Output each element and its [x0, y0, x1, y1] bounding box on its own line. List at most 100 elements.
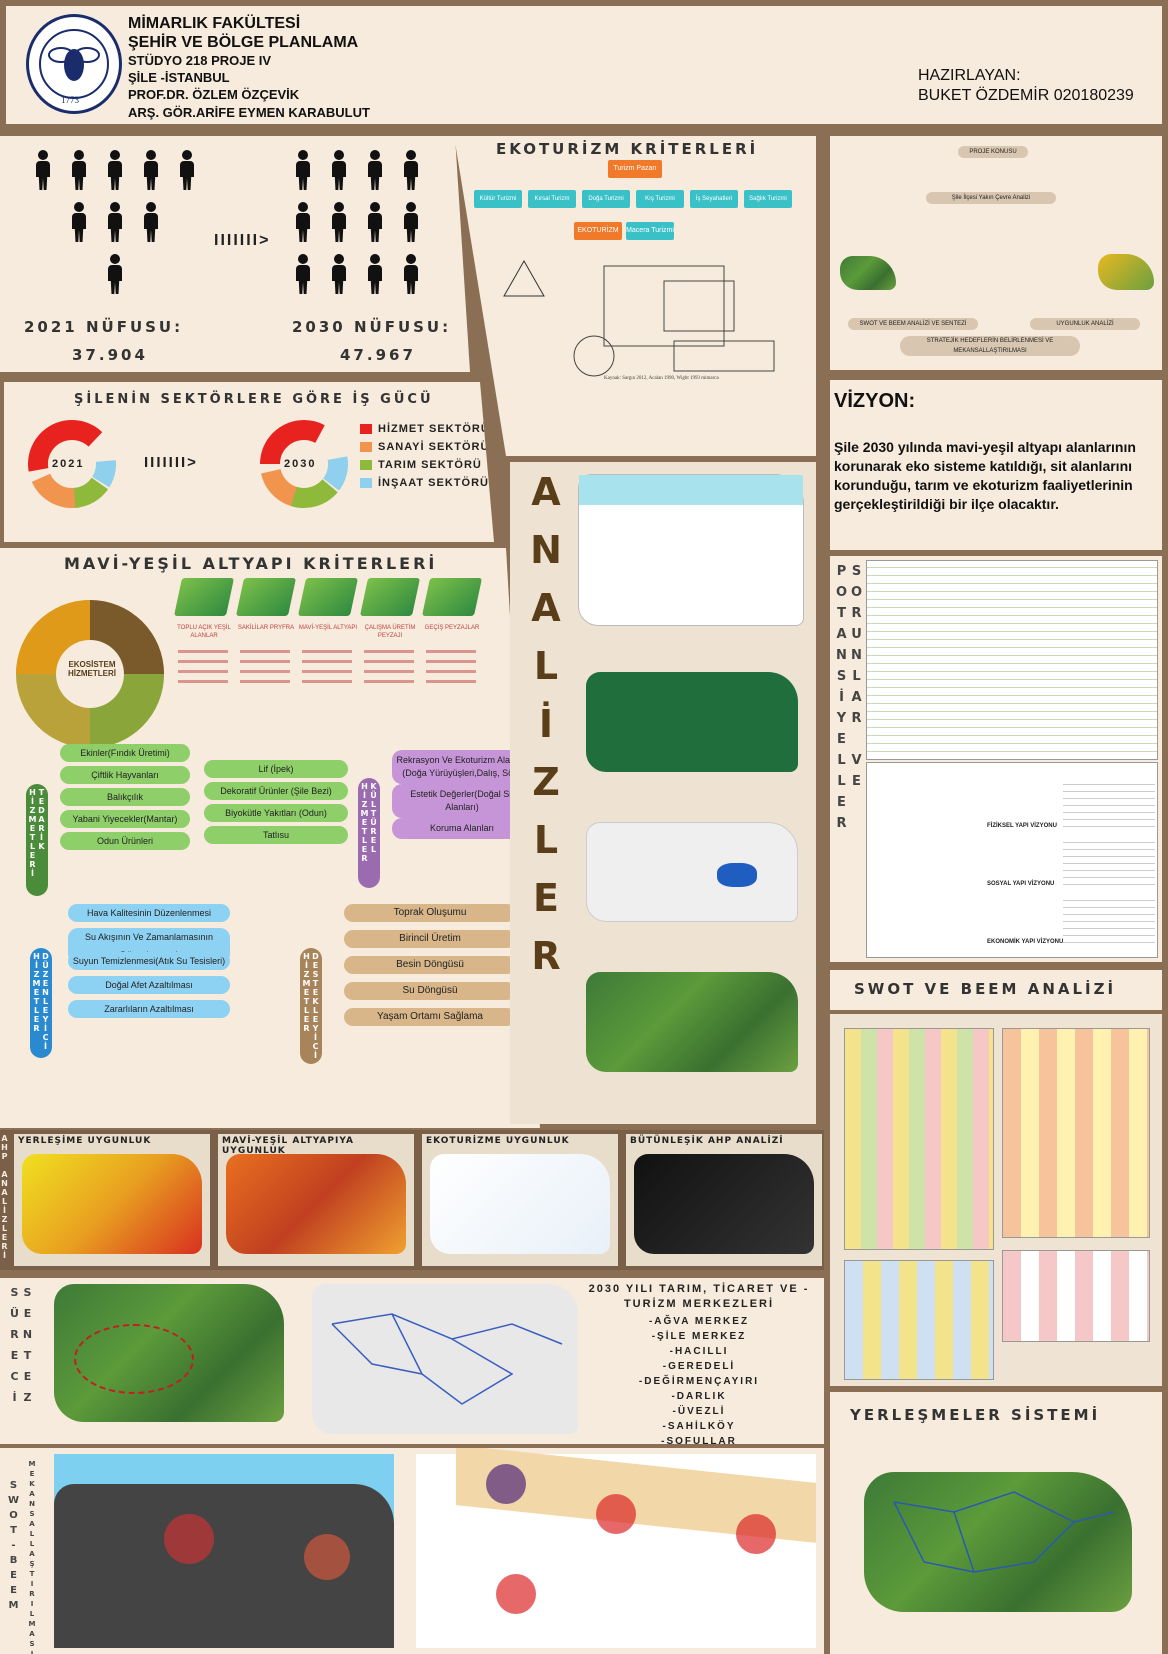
legend-swatch	[360, 442, 372, 453]
text-line	[426, 660, 476, 663]
person-body	[72, 161, 86, 190]
swot-beem-side-label: SWOT-BEEM	[8, 1480, 19, 1615]
donut-2021	[28, 420, 116, 508]
person-body	[368, 161, 382, 190]
swot-table-3	[844, 1260, 994, 1380]
tourism-type-node: Kış Turizmi	[636, 190, 684, 208]
analysis-map-base	[578, 474, 804, 626]
person-head	[370, 254, 380, 264]
service-item: Balıkçılık	[60, 788, 190, 806]
service-item: Suyun Temizlenmesi(Atık Su Tesisleri)	[68, 952, 230, 970]
ahp-map-card: YERLEŞİME UYGUNLUK	[14, 1134, 210, 1266]
person-icon	[108, 202, 122, 242]
person-body	[404, 213, 418, 242]
person-body	[404, 161, 418, 190]
ecotourism-title: EKOTURİZM KRİTERLERİ	[496, 140, 759, 158]
person-icon	[404, 254, 418, 294]
donut-2030	[260, 420, 348, 508]
landscape-label: GEÇİŞ PEYZAJLAR	[424, 625, 480, 631]
landscape-label: MAVİ-YEŞİL ALTYAPI	[298, 625, 358, 631]
person-head	[182, 150, 192, 160]
studio-name: STÜDYO 218 PROJE IV	[128, 53, 272, 68]
person-icon	[144, 202, 158, 242]
population-2030-value: 47.967	[340, 346, 416, 364]
population-arrow: IIIIIII>	[214, 232, 271, 249]
service-item: Yaşam Ortamı Sağlama	[344, 1008, 516, 1026]
person-icon	[72, 150, 86, 190]
person-icon	[368, 150, 382, 190]
settlements-title: YERLEŞMELER SİSTEMİ	[850, 1406, 1101, 1424]
text-line	[178, 680, 228, 683]
flow-map-left	[840, 256, 896, 290]
person-head	[110, 254, 120, 264]
landscape-label: ÇALIŞMA ÜRETİM PEYZAJI	[364, 625, 416, 639]
prepared-by-label: HAZIRLAYAN:	[918, 67, 1021, 84]
ahp-map-card: BÜTÜNLEŞİK AHP ANALİZİ	[626, 1134, 822, 1266]
analysis-title: ANALİZLER	[524, 470, 568, 992]
ecotourism-panel: EKOTURİZM KRİTERLERİ Turizm Pazarı Kültü…	[454, 136, 816, 456]
person-body	[180, 161, 194, 190]
person-head	[334, 202, 344, 212]
person-head	[298, 202, 308, 212]
swot-table-2	[1002, 1028, 1150, 1238]
text-line	[178, 660, 228, 663]
service-item: Koruma Alanları	[392, 818, 532, 839]
service-item: Ekinler(Fındık Üretimi)	[60, 744, 190, 762]
person-head	[406, 150, 416, 160]
person-body	[404, 265, 418, 294]
swot-synthesis-node: SWOT VE BEEM ANALİZİ VE SENTEZİ	[848, 318, 978, 330]
supply-services-bar	[26, 784, 48, 896]
person-head	[146, 202, 156, 212]
adventure-node: Macera Turizmi	[626, 222, 674, 240]
person-body	[108, 213, 122, 242]
person-icon	[296, 202, 310, 242]
service-item: Su Döngüsü	[344, 982, 516, 1000]
person-body	[108, 161, 122, 190]
center-item: -SAHİLKÖY	[662, 1421, 736, 1432]
legend-swatch	[360, 460, 372, 471]
center-item: -SOFULLAR	[661, 1436, 737, 1444]
text-line	[426, 650, 476, 653]
synthesis-panel: SENTEZ SÜRECİ 2030 YILI TARIM, TİCARET V…	[0, 1278, 824, 1444]
problems-panel: SORUNLAR VE POTANSİYELLER FİZİKSEL YAPI …	[830, 556, 1162, 962]
person-head	[298, 254, 308, 264]
vision-panel: VİZYON: Şile 2030 yılında mavi-yeşil alt…	[830, 380, 1162, 550]
tourism-type-node: İş Seyahatleri	[690, 190, 738, 208]
person-icon	[332, 254, 346, 294]
analysis-panel: ANALİZLER	[510, 462, 816, 1124]
tourism-type-node: Kırsal Turizm	[528, 190, 576, 208]
legend-label: HİZMET SEKTÖRÜ	[378, 423, 490, 435]
assistant-name: ARŞ. GÖR.ARİFE EYMEN KARABULUT	[128, 105, 370, 120]
landscape-illustration	[235, 578, 297, 616]
tourism-type-node: Kültür Turizmi	[474, 190, 522, 208]
text-line	[302, 650, 352, 653]
service-item: Odun Ürünleri	[60, 832, 190, 850]
ecosystem-wheel-label: EKOSİSTEM HİZMETLERİ	[68, 660, 116, 678]
legend-swatch	[360, 424, 372, 435]
workforce-arrow: IIIIIII>	[144, 454, 198, 471]
text-line	[364, 670, 414, 673]
text-line	[364, 650, 414, 653]
spatial-map-1	[54, 1454, 394, 1648]
centers-list: -AĞVA MERKEZ -ŞİLE MERKEZ -HACILLI -GEREDEL…	[588, 1314, 810, 1444]
analysis-map-forest	[586, 672, 798, 772]
text-line	[240, 670, 290, 673]
service-item: Hava Kalitesinin Düzenlenmesi	[68, 904, 230, 922]
problems-title: SORUNLAR VE POTANSİYELLER	[834, 564, 864, 837]
legend-swatch	[360, 478, 372, 489]
ecotourism-node: EKOTURİZM	[574, 222, 622, 240]
person-icon	[332, 150, 346, 190]
text-line	[178, 670, 228, 673]
text-line	[240, 660, 290, 663]
landscape-label: TOPLU AÇIK YEŞİL ALANLAR	[177, 625, 231, 639]
ecotourism-source: Kaynak: Sargın 2012, Acalan 1990, Wight …	[604, 376, 719, 381]
location-name: ŞİLE -İSTANBUL	[128, 70, 230, 85]
swot-title-panel: SWOT VE BEEM ANALİZİ	[830, 970, 1162, 1010]
donut-2021-label: 2021	[52, 458, 85, 470]
analysis-map-landuse	[586, 972, 798, 1072]
spatial-map-2	[416, 1448, 816, 1648]
person-icon	[36, 150, 50, 190]
synthesis-map-2	[312, 1284, 578, 1434]
legend-item: İNŞAAT SEKTÖRÜ	[360, 474, 490, 492]
person-body	[144, 161, 158, 190]
